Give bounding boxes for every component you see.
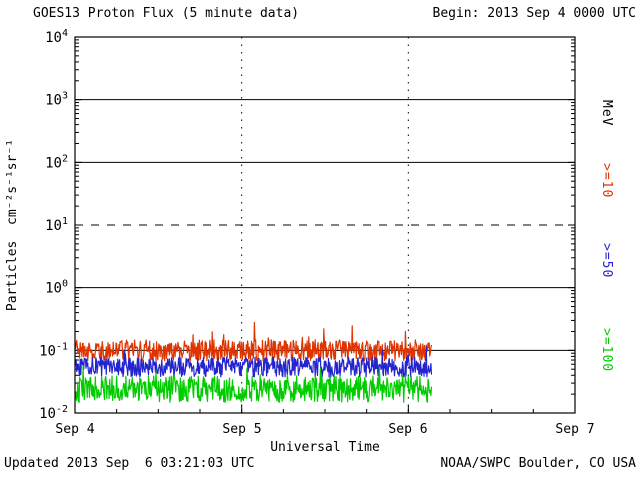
svg-text:100: 100 bbox=[45, 279, 68, 297]
begin-timestamp: Begin: 2013 Sep 4 0000 UTC bbox=[432, 6, 637, 21]
data-source: NOAA/SWPC Boulder, CO USA bbox=[440, 456, 636, 471]
x-tick-sep5: Sep 5 bbox=[222, 422, 262, 437]
x-tick-sep7: Sep 7 bbox=[555, 422, 595, 437]
chart-title: GOES13 Proton Flux (5 minute data) bbox=[33, 6, 300, 21]
updated-timestamp: Updated 2013 Sep 6 03:21:03 UTC bbox=[4, 456, 255, 471]
x-tick-sep4: Sep 4 bbox=[55, 422, 95, 437]
right-label-ge10: >=10 bbox=[599, 163, 614, 199]
svg-text:104: 104 bbox=[45, 28, 68, 46]
right-label-ge50: >=50 bbox=[599, 243, 614, 279]
svg-text:10-1: 10-1 bbox=[39, 341, 68, 359]
y-axis-label: Particles cm⁻²s⁻¹sr⁻¹ bbox=[5, 138, 20, 312]
svg-text:10-2: 10-2 bbox=[39, 404, 68, 422]
svg-text:101: 101 bbox=[45, 216, 68, 234]
right-label-ge100: >=100 bbox=[599, 328, 614, 373]
svg-text:103: 103 bbox=[45, 91, 68, 109]
right-label-mev: MeV bbox=[599, 100, 614, 127]
x-tick-sep6: Sep 6 bbox=[388, 422, 428, 437]
svg-text:102: 102 bbox=[45, 153, 68, 171]
x-axis-label: Universal Time bbox=[270, 440, 380, 455]
